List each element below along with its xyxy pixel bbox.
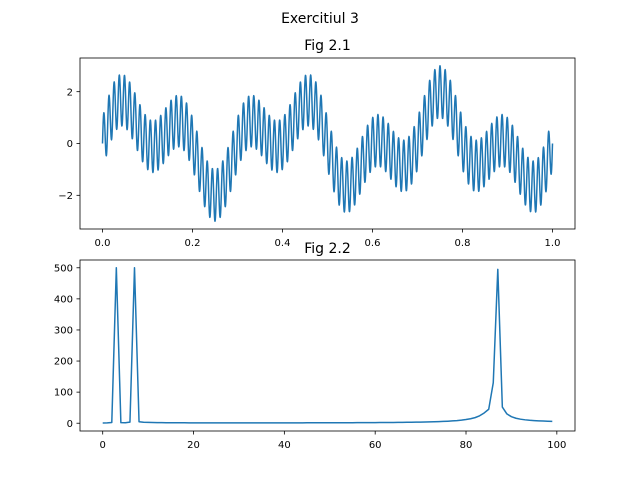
x-axis: 0.0 0.2 0.4 0.6 0.8 1.0 — [95, 229, 561, 249]
x-tick-label: 20 — [187, 440, 200, 451]
subplot-fig-2-2: Fig 2.2 0 20 40 60 80 100 0 100 200 300 400 500 — [54, 241, 576, 451]
x-axis: 0 20 40 60 80 100 — [100, 431, 566, 451]
subplot-fig-2-1: Fig 2.1 0.0 0.2 0.4 0.6 0.8 1.0 −2 0 2 — [58, 38, 576, 249]
y-tick-label: 400 — [54, 294, 73, 305]
series-line — [102, 267, 553, 424]
figure-suptitle: Exercitiul 3 — [281, 11, 359, 27]
y-tick-label: 100 — [54, 388, 73, 399]
x-tick-label: 0 — [100, 440, 106, 451]
x-tick-label: 0.0 — [95, 238, 111, 249]
x-tick-label: 100 — [547, 440, 566, 451]
plot-area — [101, 65, 554, 222]
x-tick-label: 0.2 — [185, 238, 201, 249]
series-line — [101, 65, 554, 222]
y-tick-label: 500 — [54, 263, 73, 274]
plot-area — [102, 267, 553, 424]
y-tick-label: 0 — [67, 139, 73, 150]
y-axis: 0 100 200 300 400 500 — [54, 263, 80, 430]
y-axis: −2 0 2 — [58, 87, 80, 202]
y-tick-label: 300 — [54, 326, 73, 337]
x-tick-label: 60 — [369, 440, 382, 451]
y-tick-label: 200 — [54, 357, 73, 368]
y-tick-label: 2 — [67, 87, 73, 98]
subplot-title: Fig 2.1 — [304, 38, 351, 54]
y-tick-label: 0 — [67, 419, 73, 430]
x-tick-label: 0.4 — [275, 238, 291, 249]
x-tick-label: 80 — [460, 440, 473, 451]
y-tick-label: −2 — [58, 191, 73, 202]
x-tick-label: 0.6 — [365, 238, 381, 249]
x-tick-label: 0.8 — [455, 238, 471, 249]
x-tick-label: 1.0 — [545, 238, 561, 249]
axes-frame — [79, 259, 576, 432]
x-tick-label: 40 — [278, 440, 291, 451]
subplot-title: Fig 2.2 — [304, 241, 351, 257]
